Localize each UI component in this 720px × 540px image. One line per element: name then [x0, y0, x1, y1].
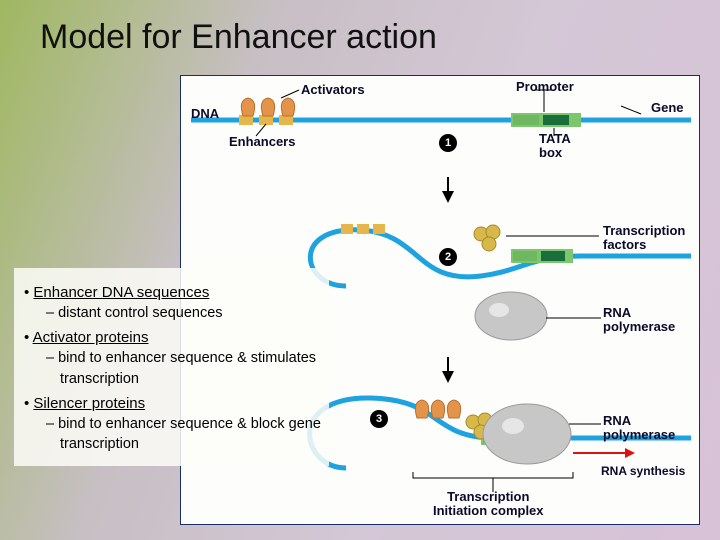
- label-tic: Transcription Initiation complex: [433, 490, 544, 519]
- bullet-2-sub: bind to enhancer sequence & stimulates t…: [60, 348, 321, 389]
- arrow-1-2: [442, 191, 454, 203]
- label-gene: Gene: [651, 100, 684, 115]
- label-tata: TATA box: [539, 132, 571, 161]
- label-enhancers: Enhancers: [229, 134, 295, 149]
- rna-synthesis-arrow: [573, 452, 627, 454]
- step-3-dot: 3: [370, 410, 388, 428]
- bullet-3: Silencer proteins: [36, 393, 321, 414]
- bullet-1: Enhancer DNA sequences: [36, 282, 321, 303]
- bullet-3-sub: bind to enhancer sequence & block gene t…: [60, 414, 321, 455]
- page-title: Model for Enhancer action: [40, 18, 437, 57]
- step-2-dot: 2: [439, 248, 457, 266]
- bullet-1-sub: distant control sequences: [60, 303, 321, 323]
- bullet-2: Activator proteins: [36, 327, 321, 348]
- label-rnap2: RNA polymerase: [603, 414, 675, 443]
- label-rna-synth: RNA synthesis: [601, 464, 685, 478]
- label-promoter: Promoter: [516, 79, 574, 94]
- label-dna: DNA: [191, 106, 219, 121]
- label-rnap1: RNA polymerase: [603, 306, 675, 335]
- panel-1: [181, 76, 701, 176]
- label-activators: Activators: [301, 82, 365, 97]
- step-1-dot: 1: [439, 134, 457, 152]
- bullet-panel: Enhancer DNA sequences distant control s…: [14, 268, 329, 466]
- label-tf: Transcription factors: [603, 224, 685, 253]
